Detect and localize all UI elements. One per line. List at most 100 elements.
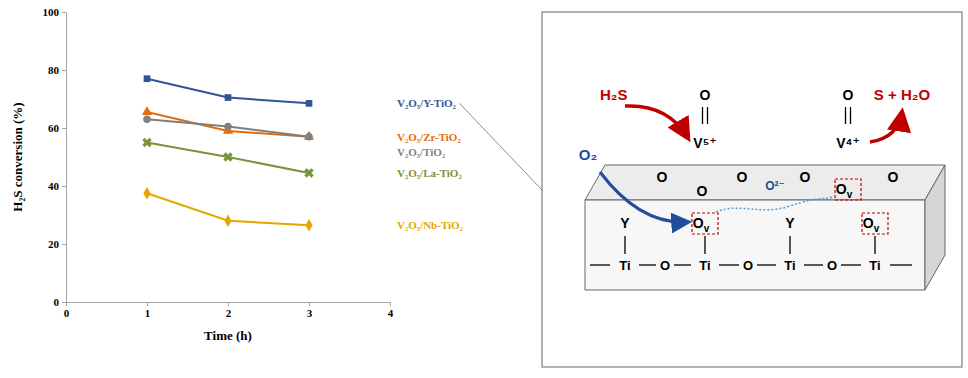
series-line	[147, 143, 309, 173]
double-bond	[707, 107, 708, 124]
y-tick-label: 60	[48, 122, 60, 134]
lattice-bond	[719, 264, 739, 265]
y-tick: 20	[48, 238, 66, 250]
plot-area	[140, 75, 316, 231]
y-tick: 0	[54, 296, 67, 308]
y-tick-mark	[62, 244, 66, 245]
series-line	[147, 119, 309, 136]
y-tick-mark	[62, 70, 66, 71]
y-tick-label: 100	[43, 6, 60, 18]
lattice-atom: O	[743, 258, 753, 273]
slab-top	[585, 165, 945, 200]
vacancy-subscript: v	[874, 223, 880, 234]
x-tick: 2	[226, 302, 232, 319]
lattice-atom: Ti	[784, 258, 795, 273]
vacancy-label: Ov	[836, 181, 853, 200]
vacancy-label: Ov	[693, 215, 710, 234]
oxo-oxygen: O	[843, 87, 854, 103]
marker	[305, 219, 312, 231]
oxygen-gas: O₂	[579, 146, 597, 163]
x-tick-label: 1	[145, 307, 151, 319]
series-label: V₂O₅/TiO₂	[397, 146, 446, 158]
y-tick-label: 80	[48, 64, 60, 76]
y-tick-mark	[62, 302, 66, 303]
slab-side	[925, 165, 945, 290]
y-tick: 80	[48, 64, 66, 76]
lattice-bond	[674, 264, 691, 265]
lattice-atom: O	[660, 258, 670, 273]
lattice-bond	[704, 236, 705, 254]
marker	[144, 75, 151, 82]
x-tick-mark	[390, 302, 391, 306]
vanadium: V⁴⁺	[836, 135, 860, 151]
vacancy-box	[835, 179, 861, 200]
connector	[459, 103, 542, 190]
y-tick-mark	[62, 12, 66, 13]
slab-front	[585, 200, 925, 290]
series-label: V₂O₅/Y-TiO₂	[397, 97, 456, 109]
surface-oxygen: O	[657, 169, 668, 185]
dopant: Y	[785, 215, 795, 231]
x-tick-mark	[309, 302, 310, 306]
marker	[143, 116, 151, 124]
figure: 01234020406080100Time (h)H₂S conversion …	[0, 0, 968, 378]
x-tick-mark	[147, 302, 148, 306]
y-tick-mark	[62, 186, 66, 187]
x-tick: 3	[307, 302, 313, 319]
x-axis-title: Time (h)	[204, 328, 252, 343]
y-tick: 40	[48, 180, 66, 192]
vacancy-label: Ov	[863, 215, 880, 234]
vanadium: V⁵⁺	[693, 135, 716, 151]
lattice-bond	[624, 236, 625, 254]
lattice-bond	[789, 236, 790, 254]
double-bond	[845, 107, 846, 124]
y-axis-title: H₂S conversion (%)	[10, 102, 25, 211]
marker	[305, 133, 313, 141]
series-label: V₂O₅/Zr-TiO₂	[397, 131, 461, 143]
series-line	[147, 112, 309, 137]
y-tick-label: 0	[54, 296, 60, 308]
oxygen-arrow	[600, 172, 688, 222]
series-label: V₂O₅/La-TiO₂	[397, 167, 462, 179]
reactant: H₂S	[600, 86, 628, 103]
marker	[225, 94, 232, 101]
y-axis: 0 20 40 60 80 100	[43, 6, 67, 308]
x-tick: 0	[64, 302, 70, 319]
oxo-oxygen: O	[700, 87, 711, 103]
mechanism-diagram: H₂SS + H₂OO₂O²⁻OV⁵⁺OV⁴⁺OOOOOOvTiOTiOTiOT…	[459, 12, 962, 367]
marker	[142, 106, 152, 115]
y-axis-line	[66, 13, 67, 303]
lattice-oxygen: O²⁻	[765, 179, 785, 193]
vacancy-box	[692, 213, 718, 234]
marker	[224, 123, 232, 131]
dopant: Y	[620, 215, 630, 231]
x-tick-mark	[228, 302, 229, 306]
vacancy-subscript: v	[847, 189, 853, 200]
marker	[143, 187, 150, 199]
x-tick-label: 2	[226, 307, 232, 319]
lattice-atom: O	[827, 258, 837, 273]
y-tick-mark	[62, 128, 66, 129]
y-tick: 100	[43, 6, 67, 18]
y-tick-label: 20	[48, 238, 60, 250]
vacancy-subscript: v	[704, 223, 710, 234]
marker	[221, 150, 235, 164]
lattice-atom: Ti	[869, 258, 880, 273]
reactant-arrow	[625, 106, 688, 138]
surface-oxygen: O	[697, 183, 708, 199]
lattice-bond	[874, 236, 875, 254]
lattice-atom: Ti	[699, 258, 710, 273]
marker	[140, 135, 154, 149]
marker	[306, 100, 313, 107]
lattice-bond	[841, 264, 861, 265]
y-tick-label: 40	[48, 180, 60, 192]
x-tick-mark	[66, 302, 67, 306]
surface-oxygen: O	[800, 169, 811, 185]
oxygen-migration	[716, 197, 833, 212]
lattice-bond	[590, 264, 610, 265]
surface-oxygen: O	[888, 169, 899, 185]
lattice-bond	[757, 264, 776, 265]
x-tick-label: 4	[388, 307, 394, 319]
vacancy-box	[862, 213, 888, 234]
series-label: V₂O₅/Nb-TiO₂	[397, 219, 464, 231]
